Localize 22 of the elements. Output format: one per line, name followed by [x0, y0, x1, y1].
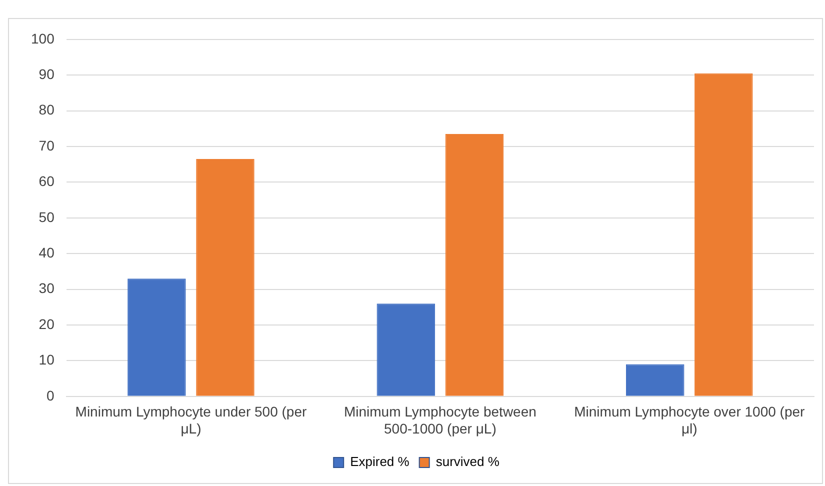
y-tick-label: 100: [31, 30, 55, 46]
y-tick-label: 30: [38, 280, 55, 296]
legend-label: Expired %: [350, 454, 410, 470]
bar: [128, 278, 186, 396]
x-tick-label: Minimum Lymphocyte under 500 (per μL): [75, 404, 307, 436]
y-tick-label: 70: [38, 137, 55, 154]
x-tick-label: Minimum Lymphocyte between 500-1000 (per μL): [344, 404, 536, 436]
y-tick-label: 80: [38, 102, 55, 118]
y-tick-label: 40: [38, 244, 55, 260]
y-tick-label: 90: [38, 66, 55, 82]
legend-label: survived %: [436, 454, 500, 470]
y-tick-label: 50: [38, 208, 55, 225]
y-tick-label: 20: [38, 316, 55, 332]
bar: [626, 364, 684, 396]
y-tick-label: 10: [38, 352, 55, 368]
bar: [196, 158, 254, 396]
x-tick-label: Minimum Lymphocyte over 1000 (per μl): [574, 404, 806, 436]
y-tick-label: 0: [46, 387, 55, 404]
bar: [445, 134, 504, 396]
bar: [694, 73, 753, 396]
y-tick-label: 60: [38, 173, 55, 190]
bar: [376, 304, 436, 396]
